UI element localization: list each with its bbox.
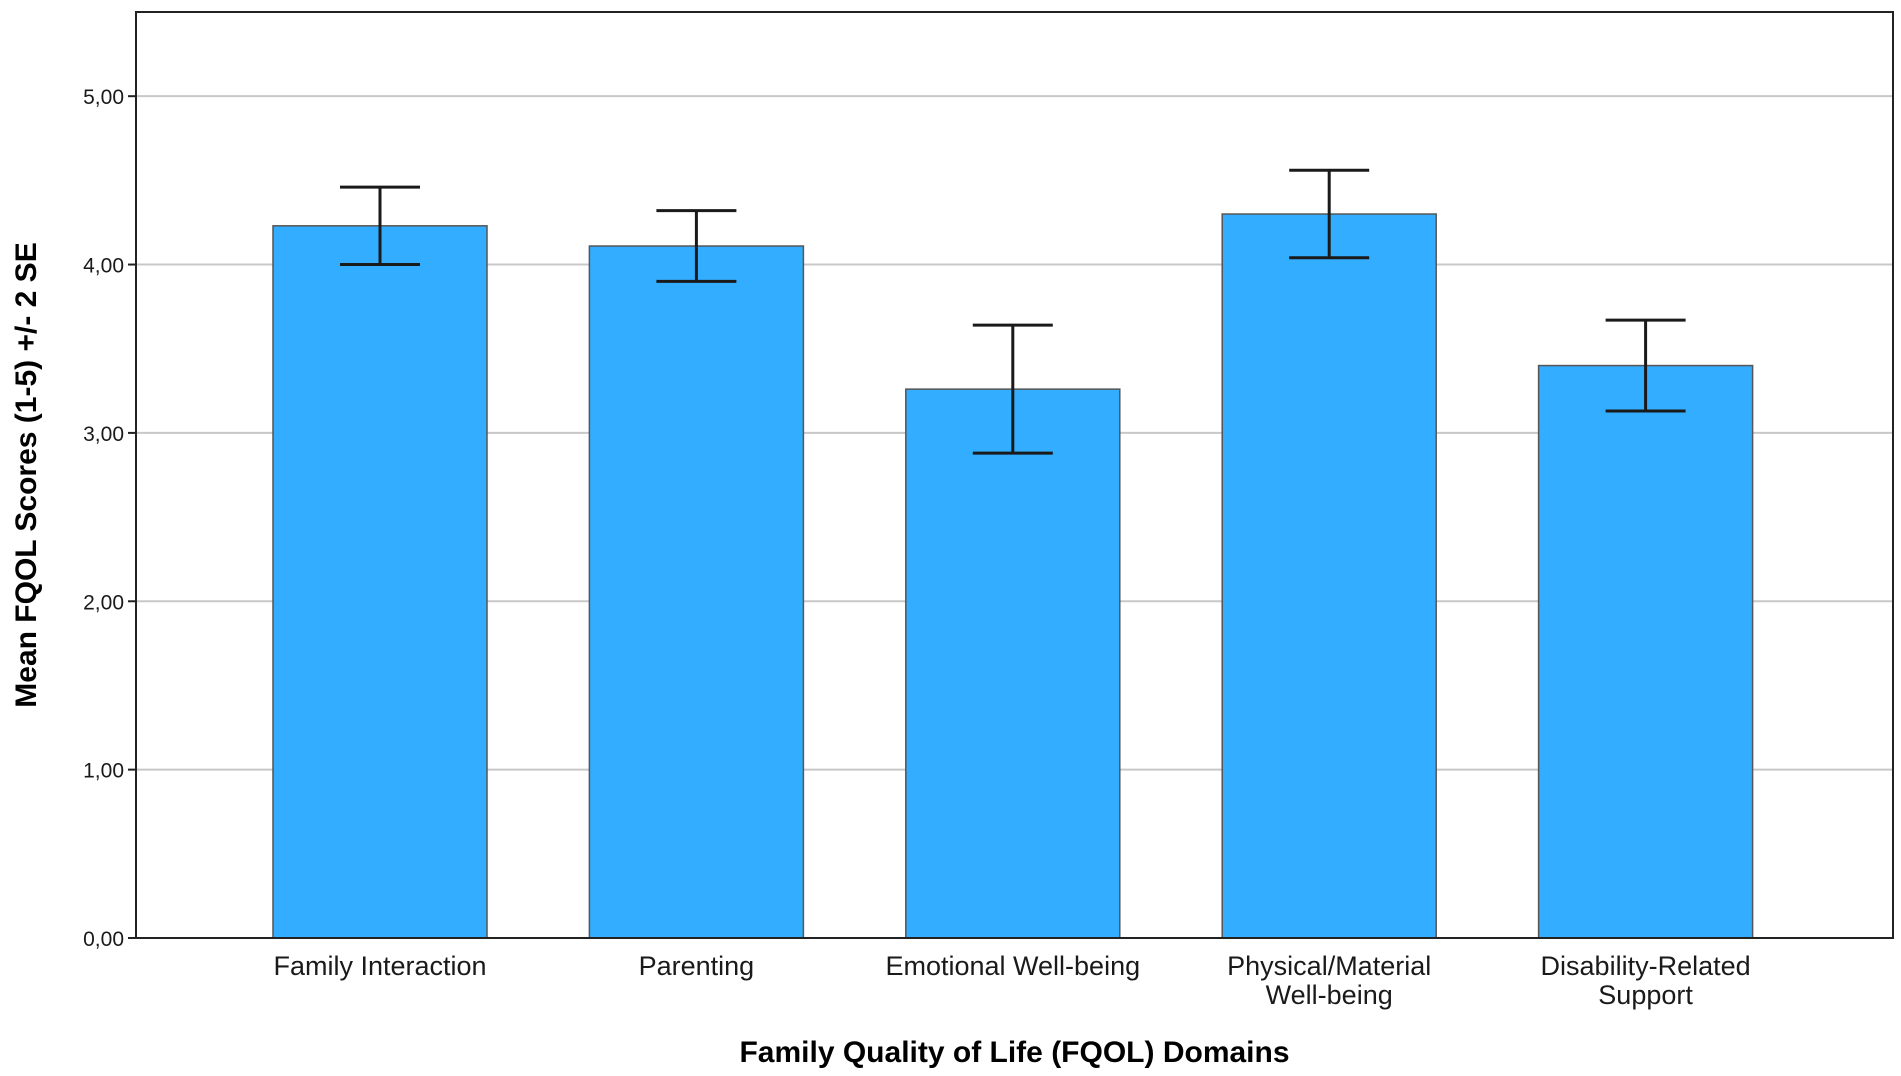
y-axis-title: Mean FQOL Scores (1-5) +/- 2 SE [10, 242, 43, 707]
bar [905, 388, 1121, 939]
bar [1537, 364, 1754, 939]
x-axis-title: Family Quality of Life (FQOL) Domains [739, 1036, 1289, 1069]
bars [272, 213, 1754, 939]
bar [1221, 213, 1437, 939]
x-category-label: Well-being [1266, 980, 1393, 1010]
y-tick-label: 2,00 [83, 591, 124, 614]
y-tick-label: 5,00 [83, 86, 124, 109]
bar [588, 245, 805, 939]
x-category-label: Disability-Related [1541, 951, 1751, 981]
error-bars [340, 168, 1686, 455]
y-tick-label: 3,00 [83, 423, 124, 446]
plot-frame [135, 11, 1894, 939]
y-tick-label: 4,00 [83, 255, 124, 278]
y-tick-label: 0,00 [83, 928, 124, 951]
bar [272, 225, 488, 939]
x-category-label: Parenting [639, 951, 755, 981]
y-tick-label: 1,00 [83, 760, 124, 783]
x-category-label: Support [1598, 980, 1693, 1010]
x-category-label: Emotional Well-being [885, 951, 1140, 981]
x-category-label: Physical/Material [1227, 951, 1431, 981]
x-category-label: Family Interaction [273, 951, 486, 981]
y-ticks: 0,00 1,00 2,00 3,00 4,00 5,00 [83, 86, 136, 951]
x-category-labels: Family Interaction Parenting Emotional Wel… [273, 951, 1750, 1010]
